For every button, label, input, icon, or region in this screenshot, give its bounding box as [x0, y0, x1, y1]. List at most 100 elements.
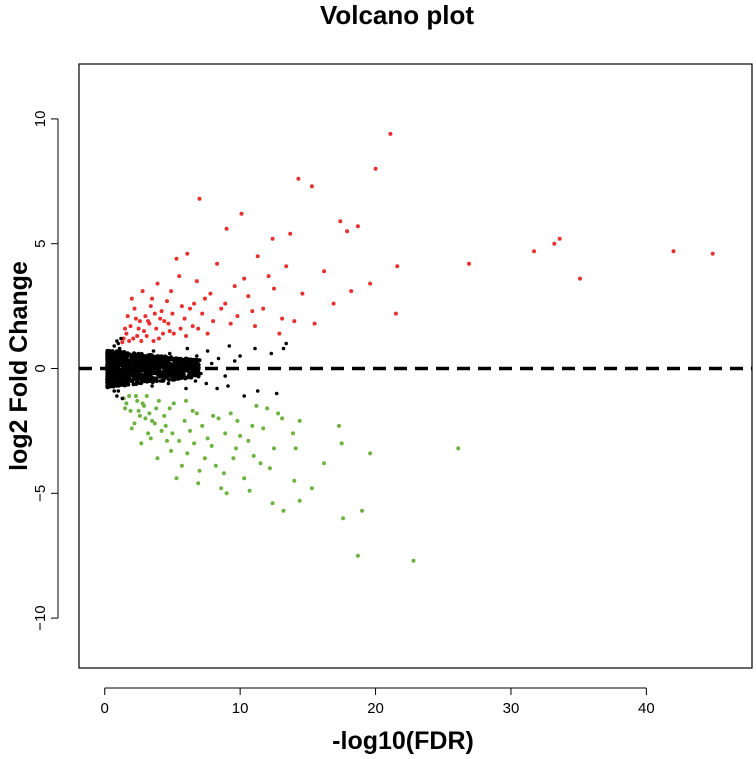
point-ns [132, 374, 137, 378]
point-up [170, 311, 175, 316]
point-up [146, 319, 151, 324]
point-up [393, 311, 398, 316]
point-ns [115, 394, 119, 398]
point-up [182, 316, 187, 321]
point-ns [124, 356, 129, 361]
point-up [184, 334, 188, 338]
point-up [270, 236, 275, 241]
point-up [131, 336, 136, 341]
point-ns [196, 365, 201, 370]
point-down [265, 406, 270, 411]
point-down [124, 401, 129, 406]
point-ns [109, 359, 114, 363]
point-ns [157, 367, 162, 372]
point-up [288, 231, 293, 236]
point-down [247, 488, 252, 493]
point-down [281, 508, 286, 513]
point-up [152, 311, 157, 316]
point-ns [223, 374, 227, 378]
point-ns [195, 354, 199, 358]
point-down [147, 411, 152, 416]
y-axis-label: log2 Fold Change [5, 261, 33, 471]
point-down [223, 431, 228, 436]
point-down [167, 406, 172, 411]
point-ns [117, 346, 122, 351]
point-ns [112, 344, 116, 348]
point-down [261, 426, 266, 431]
point-ns [111, 354, 115, 358]
point-up [155, 281, 160, 286]
point-down [216, 416, 221, 421]
point-down [411, 558, 416, 563]
point-ns [140, 372, 145, 378]
point-up [169, 289, 174, 294]
point-ns [144, 359, 149, 364]
point-down [154, 406, 159, 411]
point-down [159, 428, 164, 433]
point-up [309, 184, 314, 189]
point-up [552, 241, 557, 246]
point-ns [115, 370, 121, 375]
point-ns [113, 356, 118, 361]
point-ns [164, 356, 169, 361]
point-up [177, 274, 182, 279]
point-ns [134, 361, 139, 366]
point-down [293, 446, 298, 451]
point-ns [204, 381, 209, 386]
point-up [140, 289, 145, 294]
point-down [219, 486, 224, 491]
point-up [148, 304, 153, 309]
point-up [345, 229, 350, 234]
point-ns [253, 346, 257, 351]
point-down [250, 423, 255, 428]
point-up [235, 314, 240, 319]
point-down [337, 423, 341, 428]
point-ns [232, 359, 237, 363]
x-axis: 0 10 20 30 40 [101, 687, 655, 717]
point-down [355, 553, 360, 558]
point-up [312, 321, 317, 326]
point-ns [108, 351, 112, 356]
point-ns [159, 373, 164, 378]
point-ns [141, 376, 146, 381]
point-ns [136, 355, 141, 360]
point-ns [196, 374, 201, 379]
point-up [373, 166, 378, 171]
point-ns [112, 389, 116, 393]
point-down [171, 401, 176, 406]
point-ns [120, 356, 125, 361]
point-down [165, 438, 169, 443]
x-tick-label: 20 [367, 700, 384, 717]
point-ns [184, 386, 188, 391]
point-down [123, 406, 127, 411]
point-up [178, 326, 183, 331]
point-up [349, 289, 354, 294]
point-down [270, 501, 275, 506]
point-down [188, 428, 192, 433]
point-up [144, 334, 149, 338]
point-down [197, 468, 202, 473]
point-ns [269, 351, 274, 356]
point-ns [153, 377, 158, 382]
point-down [155, 456, 160, 461]
point-down [200, 423, 205, 428]
point-ns [115, 384, 119, 388]
point-up [188, 306, 192, 311]
point-down [128, 408, 133, 413]
point-down [179, 463, 184, 468]
point-down [309, 486, 314, 491]
point-up [121, 336, 126, 341]
point-up [280, 316, 285, 321]
y-tick-label: 10 [32, 111, 49, 128]
point-down [137, 413, 142, 418]
point-down [144, 394, 149, 398]
x-axis-label: -log10(FDR) [332, 727, 474, 755]
point-ns [158, 379, 162, 383]
point-down [360, 508, 364, 513]
point-down [228, 411, 233, 416]
point-ns [159, 370, 164, 375]
point-up [557, 236, 562, 241]
point-ns [146, 363, 152, 368]
point-down [242, 476, 247, 481]
point-ns [166, 381, 171, 386]
